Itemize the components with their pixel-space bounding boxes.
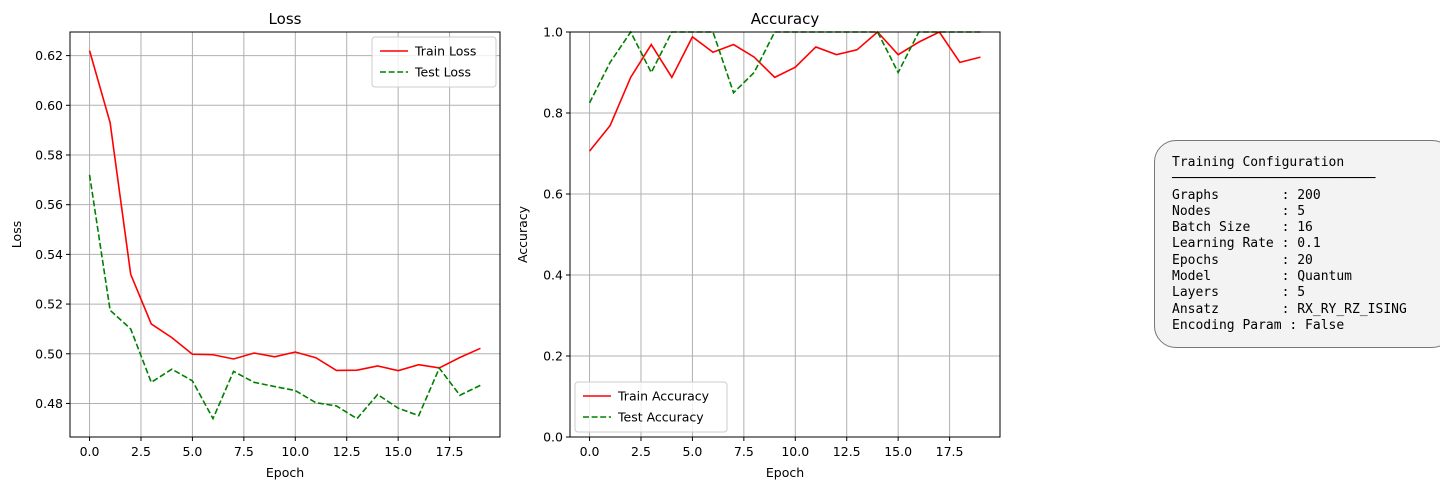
chart-accuracy: 0.0 2.5 5.0 7.5 10.0 12.5 15.0 17.5 0.0 0.2 0.4 0.6… [515,10,1001,480]
y-tick-label: 0.2 [543,349,563,364]
x-tick-label: 0.0 [580,444,600,459]
config-row-nodes: Nodes : 5 [1172,203,1306,219]
legend-label: Train Accuracy [617,389,710,404]
config-row-encoding-param: Encoding Param : False [1172,317,1345,333]
x-tick-label: 2.5 [131,444,151,459]
legend-label: Test Accuracy [617,410,704,425]
config-row-learning-rate: Learning Rate : 0.1 [1172,236,1321,252]
y-tick-label: 0.56 [35,197,63,212]
y-tick-label: 0.50 [35,346,63,361]
y-tick-label: 0.54 [35,247,63,262]
legend: Train Accuracy Test Accuracy [574,381,728,433]
y-tick-label: 0.6 [543,187,563,202]
x-tick-label: 7.5 [234,444,254,459]
x-tick-label: 0.0 [80,444,100,459]
y-tick-label: 0.52 [35,297,63,312]
legend-label: Test Loss [414,65,471,80]
config-row-model: Model : Quantum [1172,269,1353,285]
chart-title: Loss [269,10,302,28]
y-axis-label: Loss [9,221,24,248]
series-line-train-accuracy [588,31,981,152]
x-tick-label: 15.0 [884,444,912,459]
x-tick-label: 12.5 [333,444,361,459]
x-tick-label: 12.5 [833,444,861,459]
y-tick-label: 0.48 [35,396,63,411]
legend: Train Loss Test Loss [371,36,497,88]
x-tick-label: 7.5 [734,444,754,459]
y-tick-label: 0.4 [543,268,563,283]
series-line-test-accuracy [588,31,981,104]
legend-frame [371,36,497,88]
config-title: Training Configuration [1172,155,1345,170]
y-axis-label: Accuracy [515,205,530,263]
y-tick-label: 0.58 [35,147,63,162]
x-tick-label: 10.0 [781,444,809,459]
y-tick-label: 0.0 [543,430,563,445]
config-row-epochs: Epochs : 20 [1172,252,1313,268]
training-config-box: Training Configuration ──────────────────… [1154,140,1440,348]
y-tick-label: 0.60 [35,98,63,113]
config-row-layers: Layers : 5 [1172,285,1306,301]
axes-frame [569,31,1001,438]
x-tick-label: 17.5 [936,444,964,459]
x-axis-label: Epoch [766,465,804,480]
x-tick-label: 15.0 [384,444,412,459]
y-tick-label: 0.62 [35,48,63,63]
x-tick-label: 5.0 [682,444,702,459]
config-rule: ────────────────────────── [1172,171,1376,187]
series-line-train-loss [88,50,481,372]
axes-frame [69,31,501,438]
y-tick-label: 1.0 [543,25,563,40]
x-tick-label: 2.5 [631,444,651,459]
chart-title: Accuracy [751,10,820,28]
x-tick-label: 5.0 [182,444,202,459]
x-tick-label: 17.5 [436,444,464,459]
config-row-graphs: Graphs : 200 [1172,187,1321,203]
chart-loss: 0.0 2.5 5.0 7.5 10.0 12.5 15.0 17.5 0.48 0.50 0.52… [9,10,501,480]
series-line-test-loss [88,174,481,421]
x-tick-label: 10.0 [281,444,309,459]
config-row-batch-size: Batch Size : 16 [1172,220,1313,236]
legend-frame [574,381,728,433]
config-row-ansatz: Ansatz : RX_RY_RZ_ISING [1172,301,1407,317]
y-tick-label: 0.8 [543,106,563,121]
x-axis-label: Epoch [266,465,304,480]
legend-label: Train Loss [414,44,476,59]
